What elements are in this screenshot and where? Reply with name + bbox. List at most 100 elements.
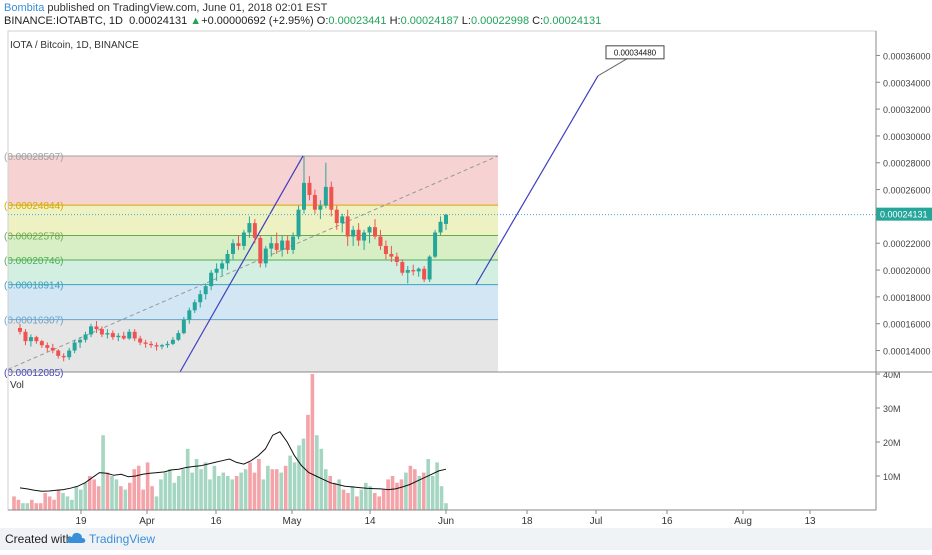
volume-bar xyxy=(96,486,101,510)
volume-bar xyxy=(150,486,154,510)
volume-bar xyxy=(444,503,448,510)
tradingview-brand[interactable]: TradingView xyxy=(89,532,156,546)
target-label: 0.00034480 xyxy=(614,48,657,57)
symbol-text: BINANCE:IOTABTC, 1D xyxy=(4,15,123,27)
candle-body xyxy=(45,345,50,348)
candle-body xyxy=(50,347,55,351)
volume-bar xyxy=(136,465,141,510)
candle-body xyxy=(231,243,235,254)
volume-bar xyxy=(114,479,119,510)
volume-bar xyxy=(346,493,350,510)
volume-bar xyxy=(234,476,239,510)
close-label: C: xyxy=(532,15,544,27)
candle-body xyxy=(39,341,44,346)
chart-area[interactable]: (0.00028507) (0.00024844) (0.00022578) (0.0… xyxy=(0,30,932,550)
candle-body xyxy=(367,227,372,233)
candle-body xyxy=(187,310,192,320)
volume-bar xyxy=(430,476,435,510)
footer: Created with TradingView xyxy=(0,528,932,550)
tradingview-cloud-icon xyxy=(66,532,86,543)
volume-tick-label: 40M xyxy=(883,370,901,380)
candle-body xyxy=(318,205,323,210)
candle-body xyxy=(296,209,301,237)
volume-ma-line xyxy=(19,431,447,492)
volume-bar xyxy=(217,476,221,510)
candle-body xyxy=(394,256,399,263)
high-value: 0.00024187 xyxy=(400,15,459,27)
candle-body xyxy=(362,232,367,241)
candle-body xyxy=(116,335,121,338)
x-tick-label: 16 xyxy=(210,516,222,527)
volume-bar xyxy=(163,472,168,510)
fib-base-line xyxy=(7,155,499,370)
volume-bar xyxy=(70,499,74,510)
candle-body xyxy=(383,245,388,254)
candle-body xyxy=(411,270,416,272)
volume-bar xyxy=(123,489,128,510)
volume-bar xyxy=(65,496,70,510)
candle-body xyxy=(225,253,230,264)
last-value: 0.00024131 xyxy=(129,15,188,27)
x-tick-label: 16 xyxy=(661,516,673,527)
volume-bar xyxy=(52,499,56,510)
fibonacci-zones: (0.00028507) (0.00024844) (0.00022578) (0.0… xyxy=(4,152,498,379)
trend-line-up xyxy=(179,155,304,373)
volume-bar xyxy=(395,482,399,510)
candle-body xyxy=(121,335,126,339)
candles xyxy=(18,156,448,362)
candle-body xyxy=(236,243,241,246)
volume-bar xyxy=(127,482,132,510)
candle-body xyxy=(433,232,438,257)
author-name[interactable]: Bombita xyxy=(4,2,45,14)
volume-bar xyxy=(364,482,368,510)
x-tick-label: 14 xyxy=(364,516,376,527)
candle-body xyxy=(422,268,427,280)
candle-body xyxy=(389,253,394,257)
volume-bar xyxy=(404,472,408,510)
close-value: 0.00024131 xyxy=(543,15,602,27)
volume-bar xyxy=(283,465,288,510)
volume-bar xyxy=(61,493,65,510)
candle-body xyxy=(258,237,263,264)
volume-bar xyxy=(288,455,292,510)
volume-bar xyxy=(34,503,39,510)
candle-body xyxy=(427,256,432,280)
price-chart[interactable]: (0.00028507) (0.00024844) (0.00022578) (0.0… xyxy=(0,30,932,550)
volume-bar xyxy=(306,414,310,510)
x-tick-label: 13 xyxy=(804,516,816,527)
fib-level-label: (0.00020746) xyxy=(4,256,64,267)
candle-body xyxy=(263,248,268,264)
candle-body xyxy=(99,329,104,335)
up-arrow-icon: ▲ xyxy=(190,15,202,27)
candle-body xyxy=(351,229,356,237)
y-tick-label: 0.00028000 xyxy=(883,159,931,169)
candle-body xyxy=(312,194,317,210)
volume-bar xyxy=(377,496,381,510)
volume-bar xyxy=(239,472,243,510)
candle-body xyxy=(291,236,296,250)
x-tick-label: May xyxy=(283,516,302,527)
candle-body xyxy=(241,232,246,246)
change-value: +0.00000692 (+2.95%) xyxy=(201,15,314,27)
candle-body xyxy=(192,302,197,311)
candle-body xyxy=(176,333,181,340)
volume-bar xyxy=(221,472,226,510)
volume-bar xyxy=(408,465,413,510)
volume-bar xyxy=(417,476,422,510)
candle-body xyxy=(405,270,410,273)
candle-body xyxy=(274,243,279,250)
low-value: 0.00022998 xyxy=(470,15,530,27)
x-tick-label: 19 xyxy=(75,516,87,527)
volume-bar xyxy=(270,469,275,510)
candle-body xyxy=(170,339,175,344)
volume-bar xyxy=(257,459,261,510)
fib-level-label: (0.00016307) xyxy=(4,316,64,327)
candle-body xyxy=(438,221,443,233)
candle-body xyxy=(67,350,72,358)
fib-zone xyxy=(8,260,498,285)
volume-bar xyxy=(341,489,346,510)
candle-body xyxy=(132,331,137,339)
last-price-label: 0.00024131 xyxy=(880,210,928,220)
volume-bar xyxy=(199,469,203,510)
x-tick-label: Aug xyxy=(734,516,752,527)
